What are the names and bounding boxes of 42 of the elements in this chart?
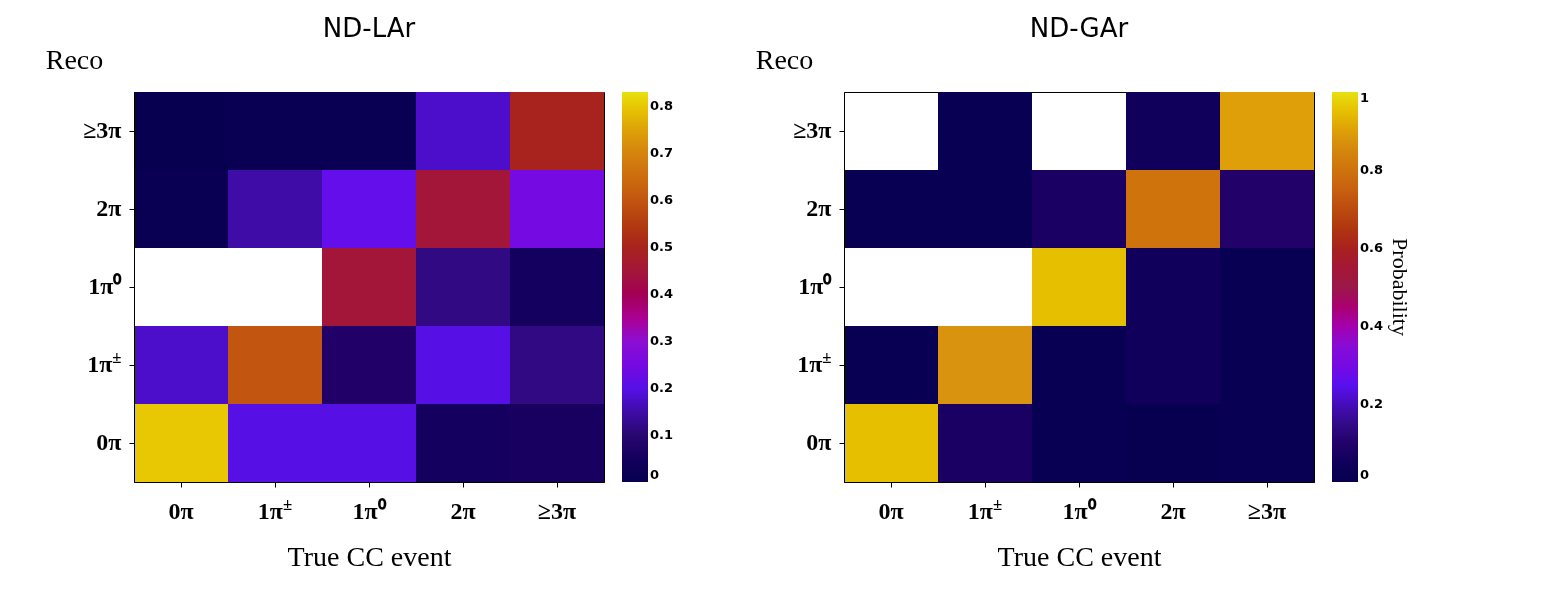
x-tick-label: ≥3π [1247, 497, 1287, 524]
color-bar-label: 0.2 [650, 380, 674, 396]
color-bar-label: 0.8 [1360, 162, 1384, 177]
y-tick-label: 1π$^{±}$ [797, 347, 832, 377]
x-tick-label: 1π$^{±}$ [967, 494, 1003, 524]
x-tick-label: 1π⁰ [352, 497, 387, 524]
chart-title: ND-LAr [322, 13, 416, 43]
color-bar-label: 0.2 [1360, 396, 1384, 411]
x-tick-label: 2π [1160, 497, 1186, 524]
color-bar-label: 0.1 [650, 427, 674, 443]
y-tick-label: 2π [806, 195, 832, 221]
y-tick-label: 2π [96, 195, 122, 221]
x-axis-title: True CC event [997, 540, 1162, 572]
chart-title: ND-GAr [1029, 13, 1129, 43]
color-bar-label: 0.6 [1360, 240, 1384, 255]
x-tick-label: 1π⁰ [1062, 497, 1097, 524]
x-tick-label: 1π$^{±}$ [257, 494, 293, 524]
y-axis-title: Reco [45, 43, 104, 75]
color-bar-label: 0.3 [650, 333, 674, 349]
color-bar-label: 0.4 [1360, 318, 1384, 333]
x-axis-title: True CC event [287, 540, 452, 572]
color-bar-label: 0 [1360, 467, 1370, 482]
y-axis-title: Reco [755, 43, 814, 75]
y-tick-label: 0π [96, 429, 122, 455]
color-bar-label: 0 [650, 467, 660, 482]
y-tick-label: 1π⁰ [88, 273, 123, 299]
color-bar-title: Probability [1388, 238, 1413, 336]
color-bar-label: 0.7 [650, 145, 674, 161]
y-tick-label: ≥3π [793, 117, 832, 143]
x-tick-label: ≥3π [537, 497, 577, 524]
color-bar-label: 1 [1360, 90, 1370, 105]
y-tick-label: 0π [806, 429, 832, 455]
color-bar-label: 0.4 [650, 286, 674, 302]
y-tick-label: ≥3π [83, 117, 122, 143]
y-tick-label: 1π$^{±}$ [87, 347, 122, 377]
x-tick-label: 2π [450, 497, 476, 524]
color-bar-label: 0.6 [650, 192, 674, 208]
color-bar-label: 0.5 [650, 239, 674, 255]
x-tick-label: 0π [168, 497, 194, 524]
color-bar-label: 0.8 [650, 98, 674, 114]
y-tick-label: 1π⁰ [798, 273, 833, 299]
x-tick-label: 0π [878, 497, 904, 524]
